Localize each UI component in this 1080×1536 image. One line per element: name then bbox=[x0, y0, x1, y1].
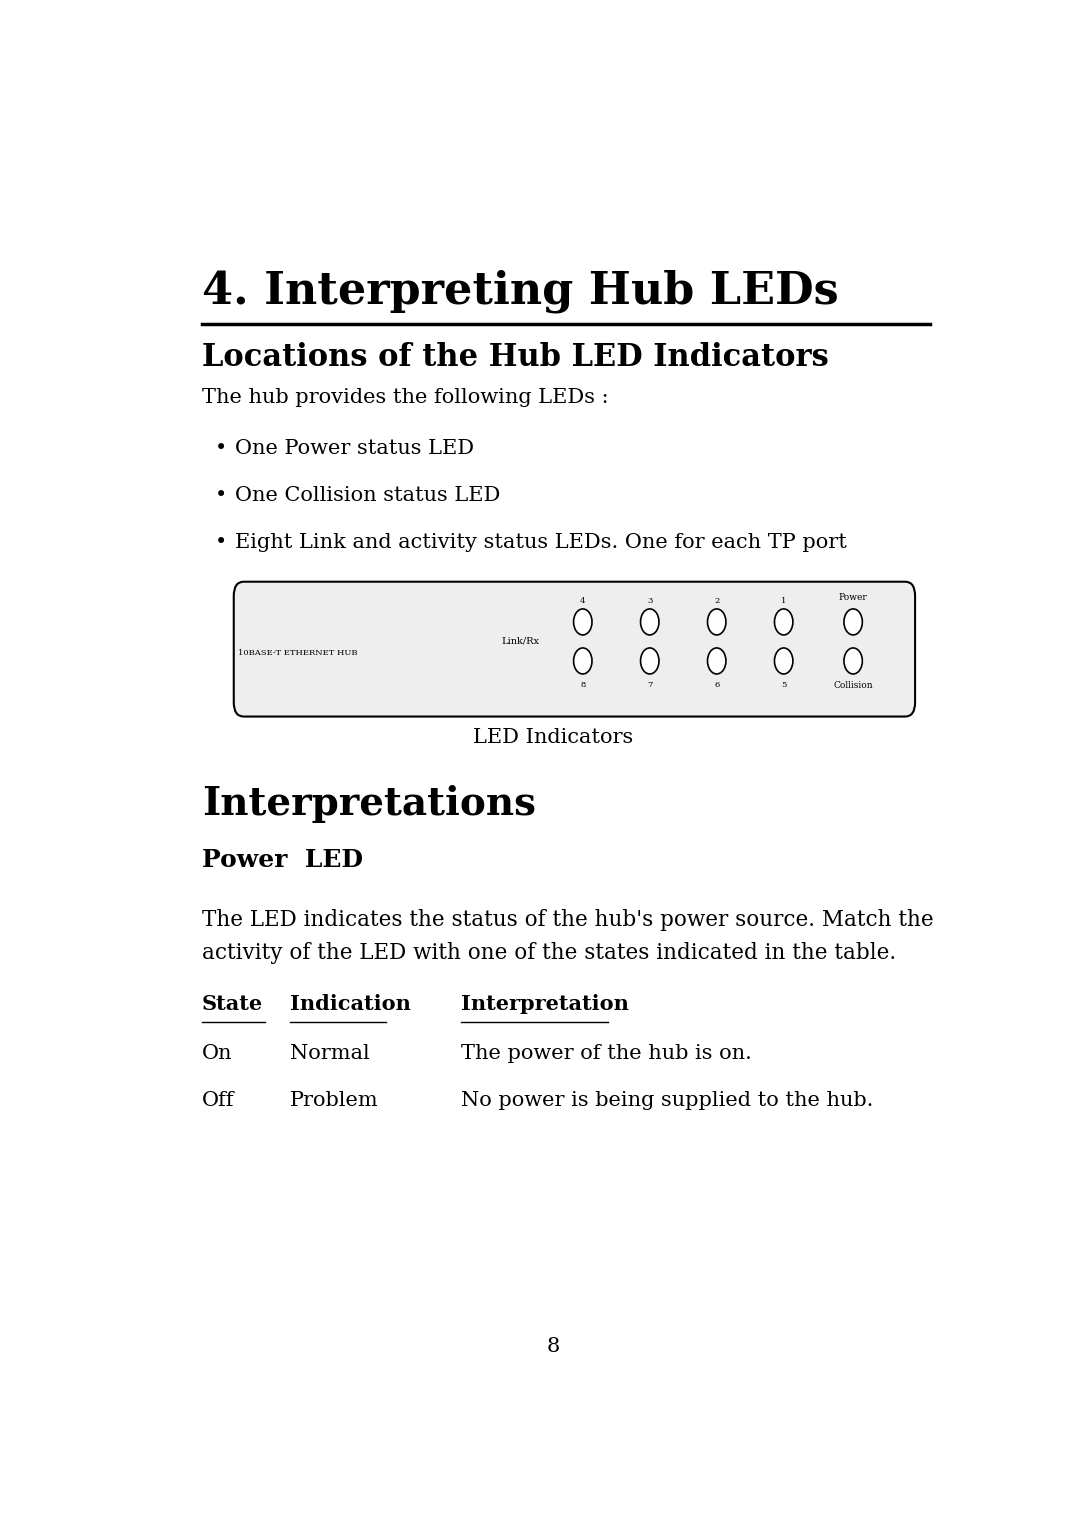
Circle shape bbox=[843, 648, 862, 674]
Text: 5: 5 bbox=[781, 680, 786, 690]
Text: LED Indicators: LED Indicators bbox=[473, 728, 634, 748]
Text: Interpretation: Interpretation bbox=[461, 994, 630, 1014]
Circle shape bbox=[640, 648, 659, 674]
Text: Interpretations: Interpretations bbox=[202, 785, 536, 823]
Text: 3: 3 bbox=[647, 598, 652, 605]
Text: Link/Rx: Link/Rx bbox=[501, 636, 539, 645]
Text: 10BASE-T ETHERNET HUB: 10BASE-T ETHERNET HUB bbox=[239, 648, 357, 657]
Circle shape bbox=[843, 608, 862, 634]
Text: 8: 8 bbox=[580, 680, 585, 690]
Text: •: • bbox=[215, 533, 227, 553]
Text: The LED indicates the status of the hub's power source. Match the
activity of th: The LED indicates the status of the hub'… bbox=[202, 909, 933, 965]
Text: Eight Link and activity status LEDs. One for each TP port: Eight Link and activity status LEDs. One… bbox=[235, 533, 848, 553]
Circle shape bbox=[707, 608, 726, 634]
Text: No power is being supplied to the hub.: No power is being supplied to the hub. bbox=[461, 1092, 874, 1111]
Text: One Power status LED: One Power status LED bbox=[235, 439, 474, 458]
Text: State: State bbox=[202, 994, 264, 1014]
Text: Power: Power bbox=[839, 593, 867, 602]
Text: Power  LED: Power LED bbox=[202, 848, 363, 872]
Text: On: On bbox=[202, 1044, 232, 1063]
Text: 6: 6 bbox=[714, 680, 719, 690]
Circle shape bbox=[707, 648, 726, 674]
Text: 2: 2 bbox=[714, 598, 719, 605]
Text: Collision: Collision bbox=[834, 680, 873, 690]
Circle shape bbox=[573, 648, 592, 674]
Text: The power of the hub is on.: The power of the hub is on. bbox=[461, 1044, 753, 1063]
Text: One Collision status LED: One Collision status LED bbox=[235, 485, 501, 505]
Circle shape bbox=[640, 608, 659, 634]
Circle shape bbox=[774, 608, 793, 634]
Circle shape bbox=[774, 648, 793, 674]
Text: Locations of the Hub LED Indicators: Locations of the Hub LED Indicators bbox=[202, 341, 828, 373]
Text: 7: 7 bbox=[647, 680, 652, 690]
FancyBboxPatch shape bbox=[233, 582, 915, 716]
Text: Normal: Normal bbox=[289, 1044, 369, 1063]
Text: •: • bbox=[215, 485, 227, 505]
Text: Off: Off bbox=[202, 1092, 234, 1111]
Circle shape bbox=[573, 608, 592, 634]
Text: 4. Interpreting Hub LEDs: 4. Interpreting Hub LEDs bbox=[202, 269, 839, 313]
Text: Indication: Indication bbox=[289, 994, 410, 1014]
Text: The hub provides the following LEDs :: The hub provides the following LEDs : bbox=[202, 387, 609, 407]
Text: •: • bbox=[215, 439, 227, 458]
Text: 4: 4 bbox=[580, 598, 585, 605]
Text: 8: 8 bbox=[546, 1338, 561, 1356]
Text: 1: 1 bbox=[781, 598, 786, 605]
Text: Problem: Problem bbox=[289, 1092, 379, 1111]
